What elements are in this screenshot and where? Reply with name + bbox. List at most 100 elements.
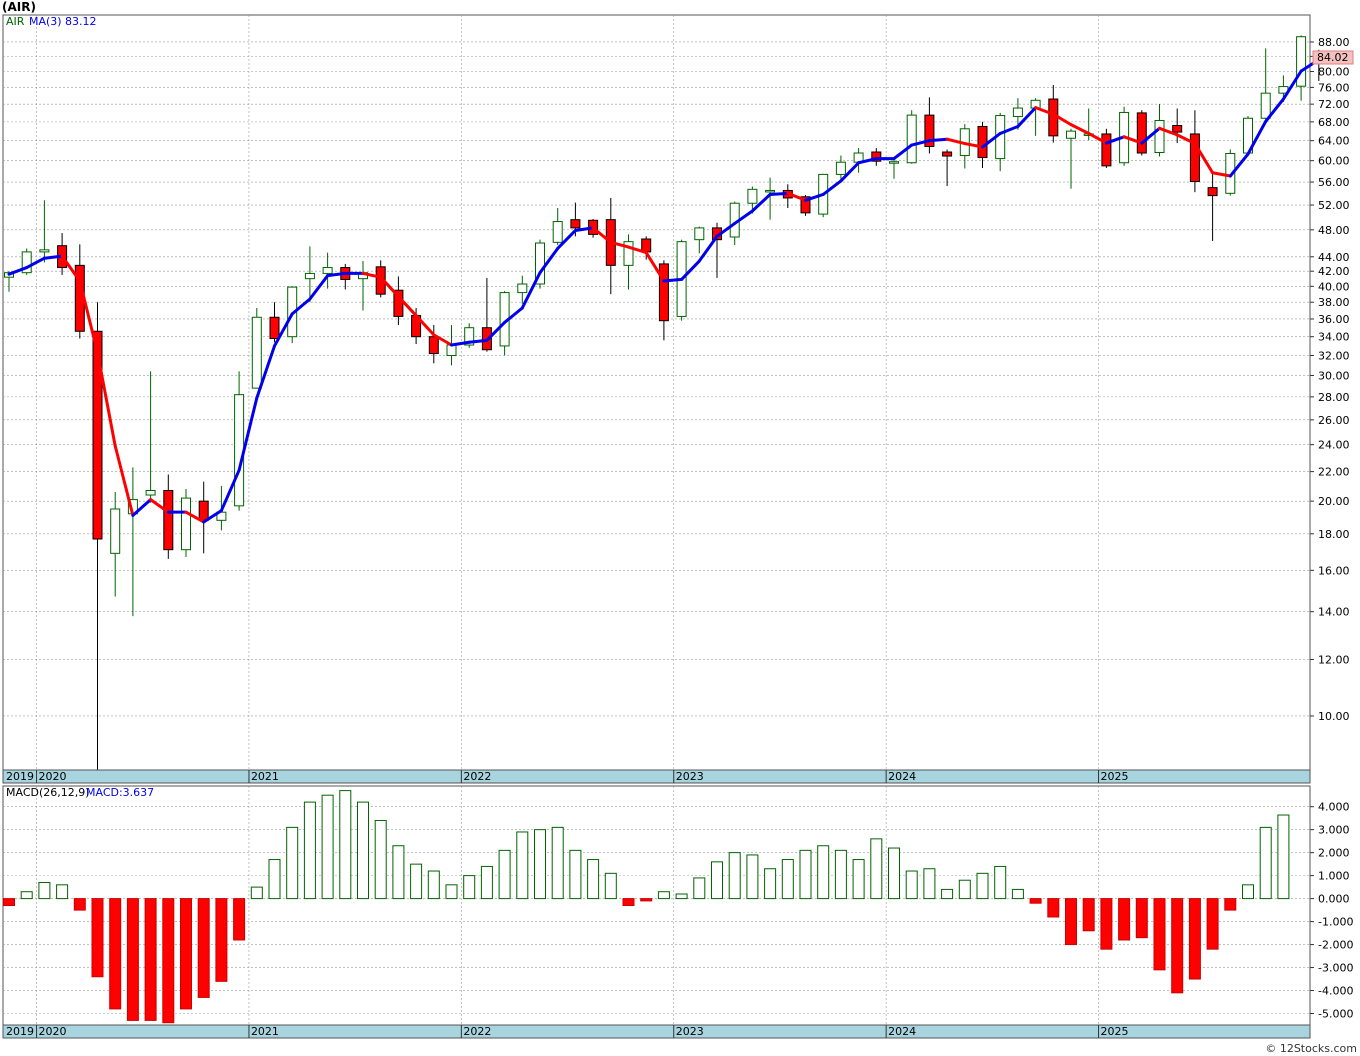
candle-body [535,242,545,285]
candle-body [889,161,899,164]
candle-body [39,249,50,253]
y-tick-label: 80.00 [1318,66,1350,79]
macd-bar [888,847,900,900]
macd-bar [675,893,688,900]
ma-segment [768,191,790,196]
ma-segment [839,161,861,183]
macd-bar [622,898,635,907]
x-tick-label: 2019 [6,1025,34,1038]
ma-segment [786,191,807,202]
candle-body [1101,133,1112,167]
macd-bar [374,819,387,900]
ma-segment [25,256,46,270]
macd-bar [587,859,600,900]
candle [871,148,882,166]
candle [906,110,917,164]
ma-segment [556,228,577,250]
candle [1260,48,1271,121]
y-tick-label: 20.00 [1318,495,1350,508]
legend-ma-label: MA(3) [29,15,62,28]
y-tick-label: 12.00 [1318,653,1350,666]
ma-segment [1228,152,1250,178]
candle [1154,104,1165,157]
macd-bar [250,886,263,900]
ma-segment [96,351,117,448]
macd-bar [817,845,830,900]
candle [322,252,333,289]
candle [694,226,705,254]
macd-bar [3,898,15,907]
ma-segment [644,251,666,283]
x-tick-label: 2021 [251,770,279,783]
macd-bar [1171,898,1184,994]
macd-bar [445,884,458,900]
macd-bar [640,898,653,902]
ma-segment [60,254,82,283]
ma-segment [7,266,29,276]
candle-body [322,267,333,274]
macd-bar [321,794,334,900]
ma-segment [184,510,206,524]
macd-bar [852,859,865,900]
macd-bar [976,872,989,900]
candle [942,149,953,186]
macd-bar [233,898,246,941]
macd-bars [3,790,1290,1024]
candle-body [658,263,669,322]
macd-bar [144,898,157,1021]
candle-body [871,151,882,162]
macd-bar [994,865,1007,900]
candle [658,260,669,341]
ma-segment [662,277,684,283]
macd-y-axis: 4.000 3.000 2.000 1.000 0.000 -1.000 -2.000 -3.… [1310,801,1353,1021]
ma-segment [538,246,560,275]
ticker-label: (AIR) [2,0,36,14]
candle-body [21,251,32,274]
macd-bar [180,898,192,1010]
macd-bar [73,898,86,911]
ma-segment [237,396,259,472]
macd-x-axis: 2019 2020 2021 2022 2023 2024 2025 [6,1025,1129,1038]
y-tick-label: 34.00 [1318,331,1350,344]
macd-bar [1206,898,1219,950]
candle-body [428,336,439,355]
x-tick-label: 2024 [888,1025,916,1038]
candle [800,195,811,216]
macd-bar [1100,898,1113,950]
candle-body [977,125,988,159]
macd-bar [711,861,723,900]
price-legend: AIR MA(3) 83.12 [6,15,97,28]
candle-body [924,114,935,148]
candle [428,325,439,364]
ma-segment [804,192,825,202]
ma-segment [255,344,276,400]
macd-bar [109,898,122,1010]
macd-bar [728,852,741,900]
ma-segment [927,137,949,143]
macd-bar [781,859,794,900]
macd-bar [215,898,228,982]
ma-segment [326,271,347,278]
candle-body [765,189,776,193]
candle [1207,173,1218,241]
ma-segment [715,221,737,238]
ma-segment [467,338,489,344]
macd-bar [339,790,352,900]
candle-body [446,344,457,356]
macd-bar [1047,898,1060,918]
ma-segment [1140,126,1161,145]
y-tick-label: 36.00 [1318,313,1350,326]
y-tick-label: 16.00 [1318,564,1350,577]
x-tick-label: 2025 [1101,1025,1129,1038]
candle-body [694,227,705,241]
ma-segment [1034,106,1055,116]
candle [181,488,191,558]
ma-segment [680,259,701,281]
candle [464,323,475,348]
ma-segment [945,137,967,146]
ma-segment [892,143,914,161]
y-tick-label: 38.00 [1318,296,1350,309]
candle-body [1296,36,1307,87]
macd-bar [1011,888,1024,900]
